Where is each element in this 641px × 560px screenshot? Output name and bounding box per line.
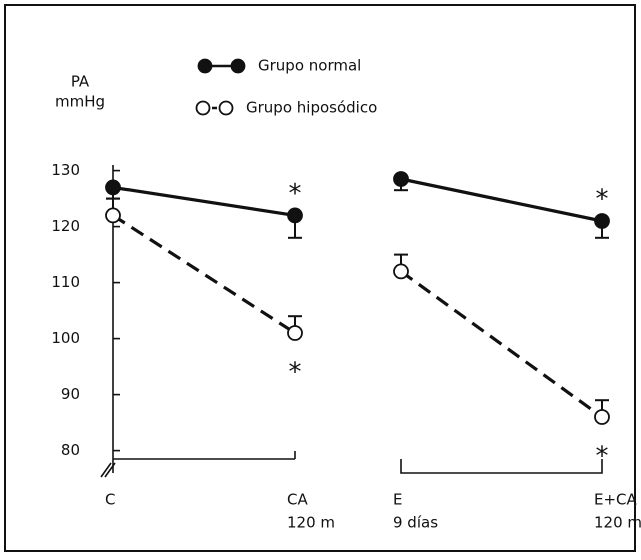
legend-marker (195, 100, 211, 116)
y-tick-label: 90 (61, 385, 80, 403)
x-tick-label: E (393, 491, 402, 509)
significance: * (596, 442, 609, 472)
x-tick-label: 120 m (594, 514, 641, 532)
legend-marker (197, 58, 213, 74)
y-tick-label: 80 (61, 441, 80, 459)
x-tick-label: C (105, 491, 115, 509)
frame (4, 4, 636, 552)
point (393, 263, 409, 280)
y-tick-label: 130 (51, 161, 80, 179)
legend-marker (230, 58, 246, 74)
y-label: mmHg (55, 93, 105, 111)
significance: * (596, 184, 609, 214)
point (287, 325, 303, 341)
axis-break (100, 462, 112, 478)
series-line (400, 177, 603, 223)
legend-label: Grupo normal (258, 57, 361, 75)
x-tick-label: E+CA (594, 491, 638, 509)
point (105, 207, 121, 224)
axis-break (104, 462, 116, 478)
series-line (112, 185, 296, 217)
y-label: PA (71, 73, 90, 91)
point (594, 409, 610, 425)
point (594, 213, 610, 229)
legend-marker (218, 100, 234, 116)
point (105, 179, 121, 196)
series-line (112, 214, 296, 335)
significance: * (289, 179, 302, 209)
x-axis (400, 459, 603, 474)
x-tick-label: 120 m (287, 514, 335, 532)
y-tick-label: 100 (51, 329, 80, 347)
point (393, 171, 409, 187)
y-tick-label: 120 (51, 217, 80, 235)
series-line (400, 270, 603, 419)
y-tick-label: 110 (51, 273, 80, 291)
x-tick-label: 9 días (393, 514, 438, 532)
point (287, 207, 303, 224)
legend-label: Grupo hiposódico (246, 99, 377, 117)
significance: * (289, 358, 302, 388)
x-tick-label: CA (287, 491, 308, 509)
